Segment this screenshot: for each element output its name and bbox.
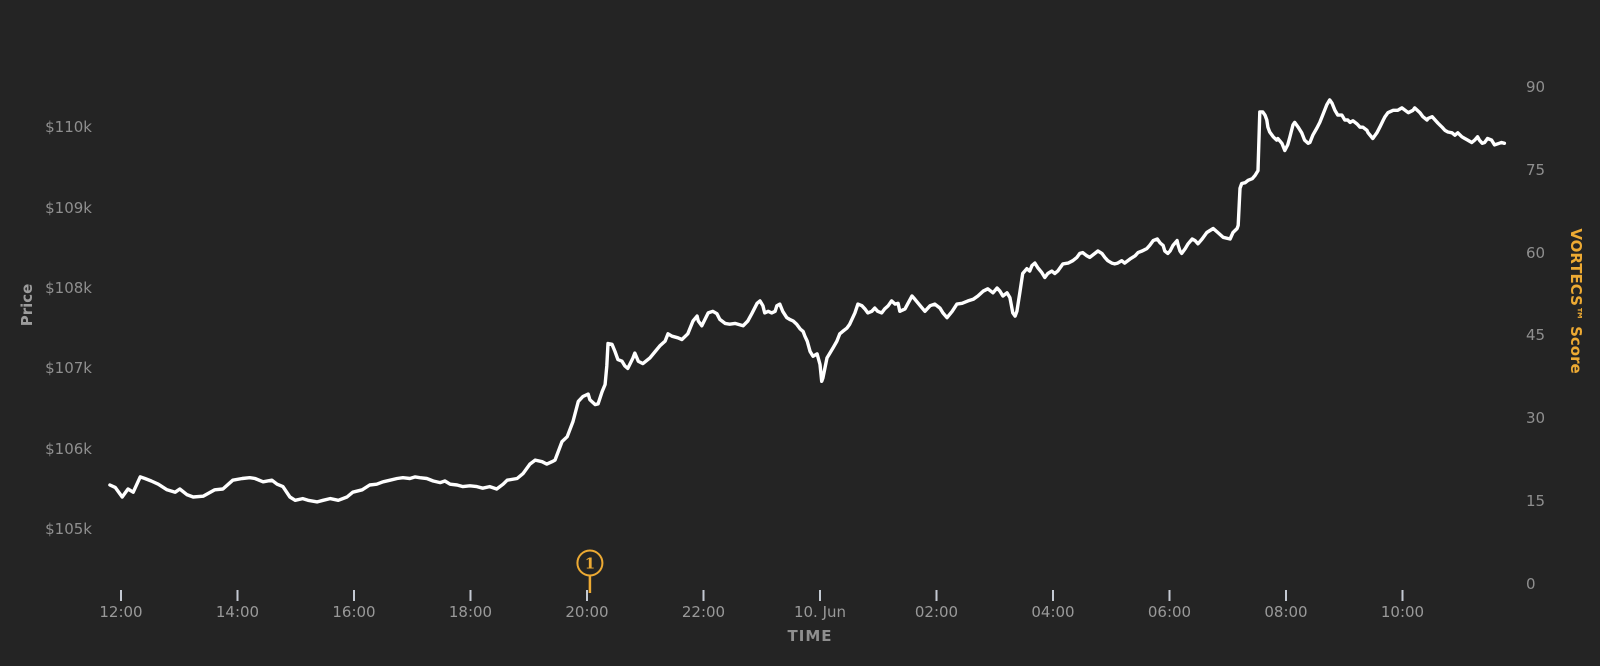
- x-tick-label-10. Jun: 10. Jun: [793, 603, 847, 621]
- price-tick-label-$105k: $105k: [45, 520, 92, 539]
- annotation-flag-number: 1: [585, 555, 595, 573]
- price-series-line: [108, 98, 1507, 504]
- x-tick-label-02:00: 02:00: [914, 603, 959, 621]
- left-axis-title: Price: [18, 283, 36, 327]
- score-tick-label-15: 15: [1526, 491, 1546, 510]
- x-tick-label-10:00: 10:00: [1380, 603, 1425, 621]
- price-tick-label-$107k: $107k: [45, 359, 92, 378]
- score-tick-label-60: 60: [1526, 243, 1546, 262]
- annotation-flag-1[interactable]: 1: [576, 549, 604, 594]
- x-tick-label-06:00: 06:00: [1147, 603, 1192, 621]
- score-tick-label-90: 90: [1526, 78, 1546, 97]
- score-tick-label-75: 75: [1526, 161, 1546, 179]
- score-tick-label-45: 45: [1526, 326, 1546, 345]
- x-tick-label-20:00: 20:00: [565, 603, 609, 621]
- annotation-flag-circle: [576, 549, 604, 577]
- x-tick-label-22:00: 22:00: [681, 603, 726, 621]
- x-tick-label-12:00: 12:00: [99, 603, 143, 621]
- x-tick-label-04:00: 04:00: [1031, 603, 1075, 621]
- right-axis-title: VORTECS™ Score: [1567, 228, 1585, 374]
- score-tick-label-30: 30: [1526, 409, 1546, 428]
- price-tick-label-$110k: $110k: [45, 118, 92, 137]
- price-tick-label-$109k: $109k: [45, 198, 92, 217]
- x-tick-label-18:00: 18:00: [448, 603, 493, 621]
- x-tick-label-16:00: 16:00: [332, 603, 376, 621]
- x-axis-title: TIME: [787, 627, 833, 645]
- price-tick-label-$108k: $108k: [45, 279, 92, 297]
- x-tick-label-14:00: 14:00: [215, 603, 260, 621]
- price-tick-label-$106k: $106k: [45, 439, 92, 458]
- score-tick-label-0: 0: [1526, 574, 1536, 593]
- x-tick-label-08:00: 08:00: [1264, 603, 1308, 621]
